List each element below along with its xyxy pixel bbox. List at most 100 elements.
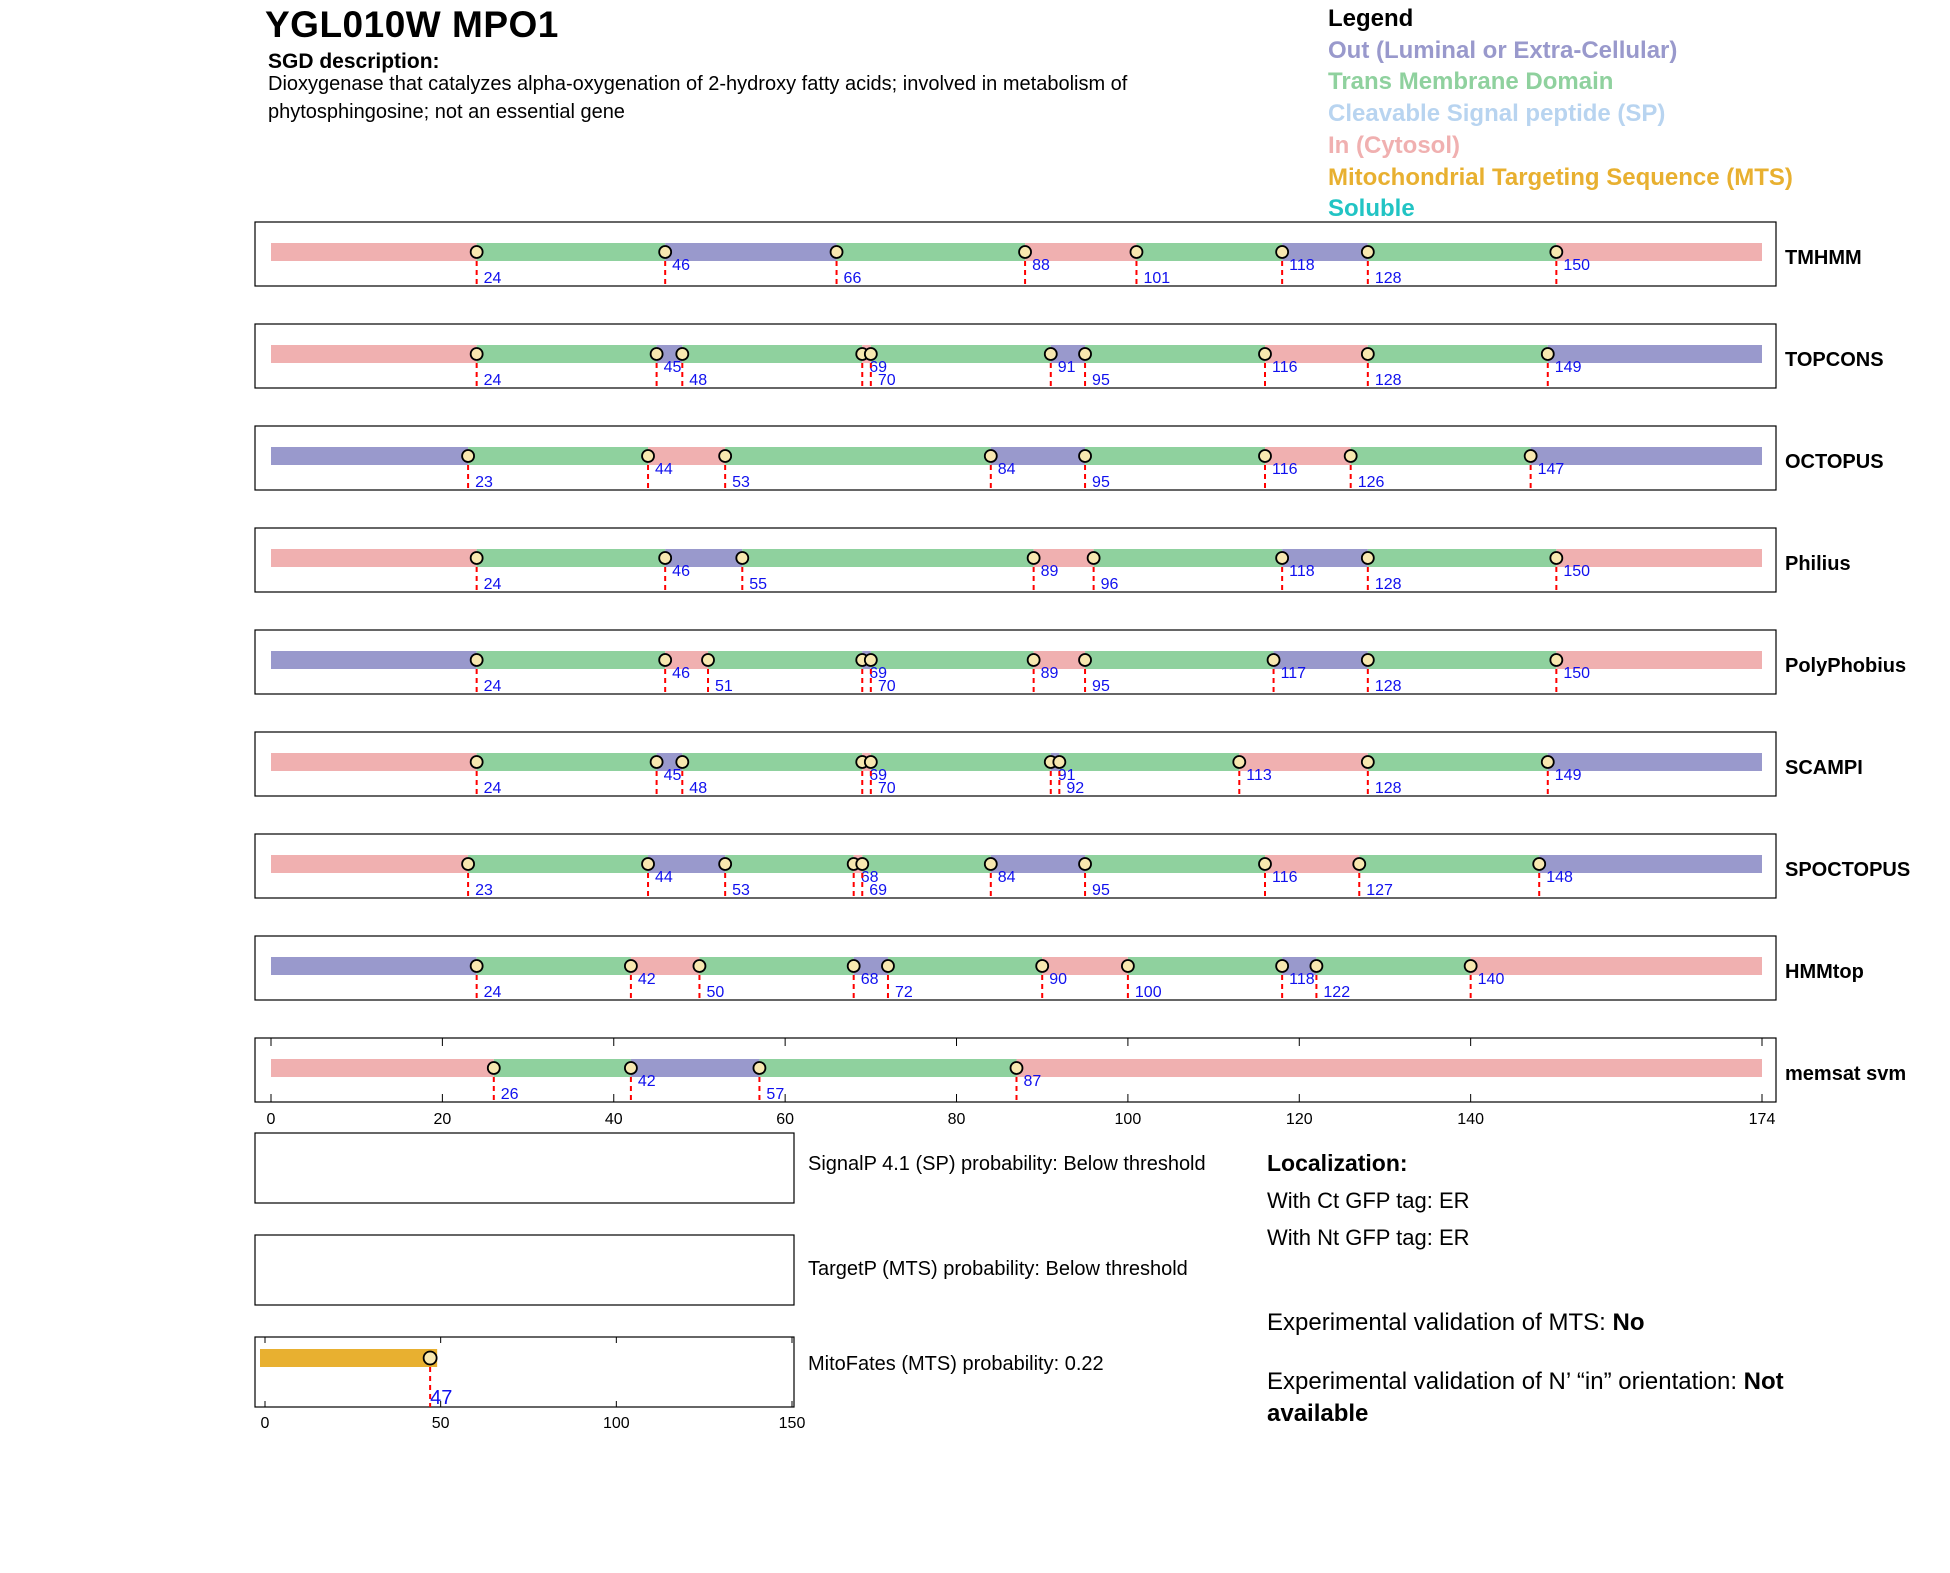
boundary-label: 50 [706, 984, 724, 1001]
predictor-row: 24 46 55 89 96 118 128 150 Philius [254, 527, 1851, 593]
topology-segment [1282, 549, 1368, 567]
topology-segment [468, 447, 649, 465]
boundary-marker [1120, 959, 1135, 973]
mitofates-probability: MitoFates (MTS) probability: 0.22 [808, 1353, 1104, 1375]
topology-segment [648, 447, 726, 465]
localization-heading: Localization: [1267, 1150, 1408, 1176]
boundary-marker [469, 653, 484, 667]
boundary-marker [1549, 245, 1564, 259]
x-tick-label: 100 [1115, 1111, 1142, 1128]
boundary-label: 96 [1101, 576, 1119, 593]
boundary-marker [1266, 653, 1281, 667]
boundary-marker [863, 653, 878, 667]
boundary-label: 127 [1366, 882, 1393, 899]
boundary-marker [735, 551, 750, 565]
boundary-marker [658, 653, 673, 667]
topology-segment [493, 1059, 631, 1077]
boundary-marker [1026, 551, 1041, 565]
legend-item-mts: Mitochondrial Targeting Sequence (MTS) [1328, 164, 1793, 191]
boundary-marker [1360, 653, 1375, 667]
topology-segment [271, 1059, 494, 1077]
boundary-label: 116 [1272, 359, 1298, 376]
topology-segment [1025, 243, 1137, 261]
page-title: YGL010W MPO1 [265, 4, 559, 45]
topology-segment [1367, 549, 1557, 567]
topology-segment [870, 753, 1051, 771]
topology-segment [1539, 855, 1762, 873]
targetp-probability: TargetP (MTS) probability: Below thresho… [808, 1258, 1188, 1280]
boundary-label: 128 [1375, 372, 1402, 389]
boundary-label: 24 [484, 780, 502, 797]
boundary-label: 140 [1478, 971, 1505, 988]
topology-segment [630, 957, 700, 975]
boundary-marker [1043, 347, 1058, 361]
x-tick-label: 40 [605, 1111, 623, 1128]
topology-segment [1350, 447, 1531, 465]
boundary-marker [1052, 755, 1067, 769]
boundary-label: 148 [1546, 869, 1573, 886]
boundary-label: 88 [1032, 257, 1050, 274]
boundary-label: 118 [1289, 563, 1315, 580]
boundary-marker [658, 245, 673, 259]
boundary-label: 46 [672, 563, 690, 580]
boundary-marker [1078, 653, 1092, 667]
predictor-name: SPOCTOPUS [1785, 859, 1910, 881]
topology-segment [271, 549, 477, 567]
predictor-row: 24 42 50 68 72 90 100 118 122 140 HMMtop [254, 935, 1864, 1001]
boundary-marker [469, 755, 484, 769]
topology-segment [1530, 447, 1762, 465]
topology-segment [1265, 447, 1351, 465]
localization-nt: With Nt GFP tag: ER [1267, 1225, 1470, 1250]
topology-segment [1016, 1059, 1762, 1077]
boundary-label: 51 [715, 678, 733, 695]
boundary-marker [1360, 755, 1375, 769]
boundary-marker [649, 347, 664, 361]
predictor-name: SCAMPI [1785, 757, 1863, 779]
boundary-label: 95 [1092, 372, 1110, 389]
predictor-name: HMMtop [1785, 961, 1864, 983]
topology-segment [468, 855, 649, 873]
x-tick-label: 174 [1749, 1111, 1776, 1128]
boundary-label: 48 [689, 372, 707, 389]
boundary-label: 68 [861, 869, 879, 886]
boundary-label: 26 [501, 1086, 519, 1103]
topology-segment [990, 447, 1086, 465]
topology-segment [1547, 753, 1762, 771]
boundary-marker [1275, 551, 1290, 565]
boundary-marker [881, 959, 895, 973]
topology-segment [665, 651, 709, 669]
topology-segment [271, 447, 469, 465]
topology-segment [271, 855, 469, 873]
boundary-marker [1360, 551, 1375, 565]
boundary-marker [641, 857, 655, 871]
topology-segment [476, 957, 631, 975]
targetp-panel [254, 1234, 795, 1306]
sgd-heading: SGD description: [268, 50, 440, 73]
boundary-marker [1463, 959, 1478, 973]
topology-segment [1033, 549, 1094, 567]
boundary-marker [983, 449, 998, 463]
topology-segment [1547, 345, 1762, 363]
boundary-marker [1360, 245, 1375, 259]
boundary-label: 89 [1041, 665, 1059, 682]
boundary-marker [983, 857, 998, 871]
topology-segment [271, 243, 477, 261]
x-tick-label: 80 [948, 1111, 966, 1128]
boundary-marker [641, 449, 655, 463]
predictor-name: Philius [1785, 553, 1851, 575]
boundary-marker [863, 347, 878, 361]
boundary-label: 69 [869, 665, 887, 682]
boundary-label: 150 [1563, 665, 1590, 682]
mitofates-tick-label: 150 [779, 1415, 806, 1432]
predictor-name: memsat svm [1785, 1063, 1906, 1085]
boundary-label: 44 [655, 461, 673, 478]
boundary-label: 24 [484, 678, 502, 695]
topology-segment [682, 753, 863, 771]
topology-segment [1367, 243, 1557, 261]
topology-segment [271, 753, 477, 771]
boundary-label: 90 [1049, 971, 1067, 988]
boundary-label: 23 [475, 474, 493, 491]
